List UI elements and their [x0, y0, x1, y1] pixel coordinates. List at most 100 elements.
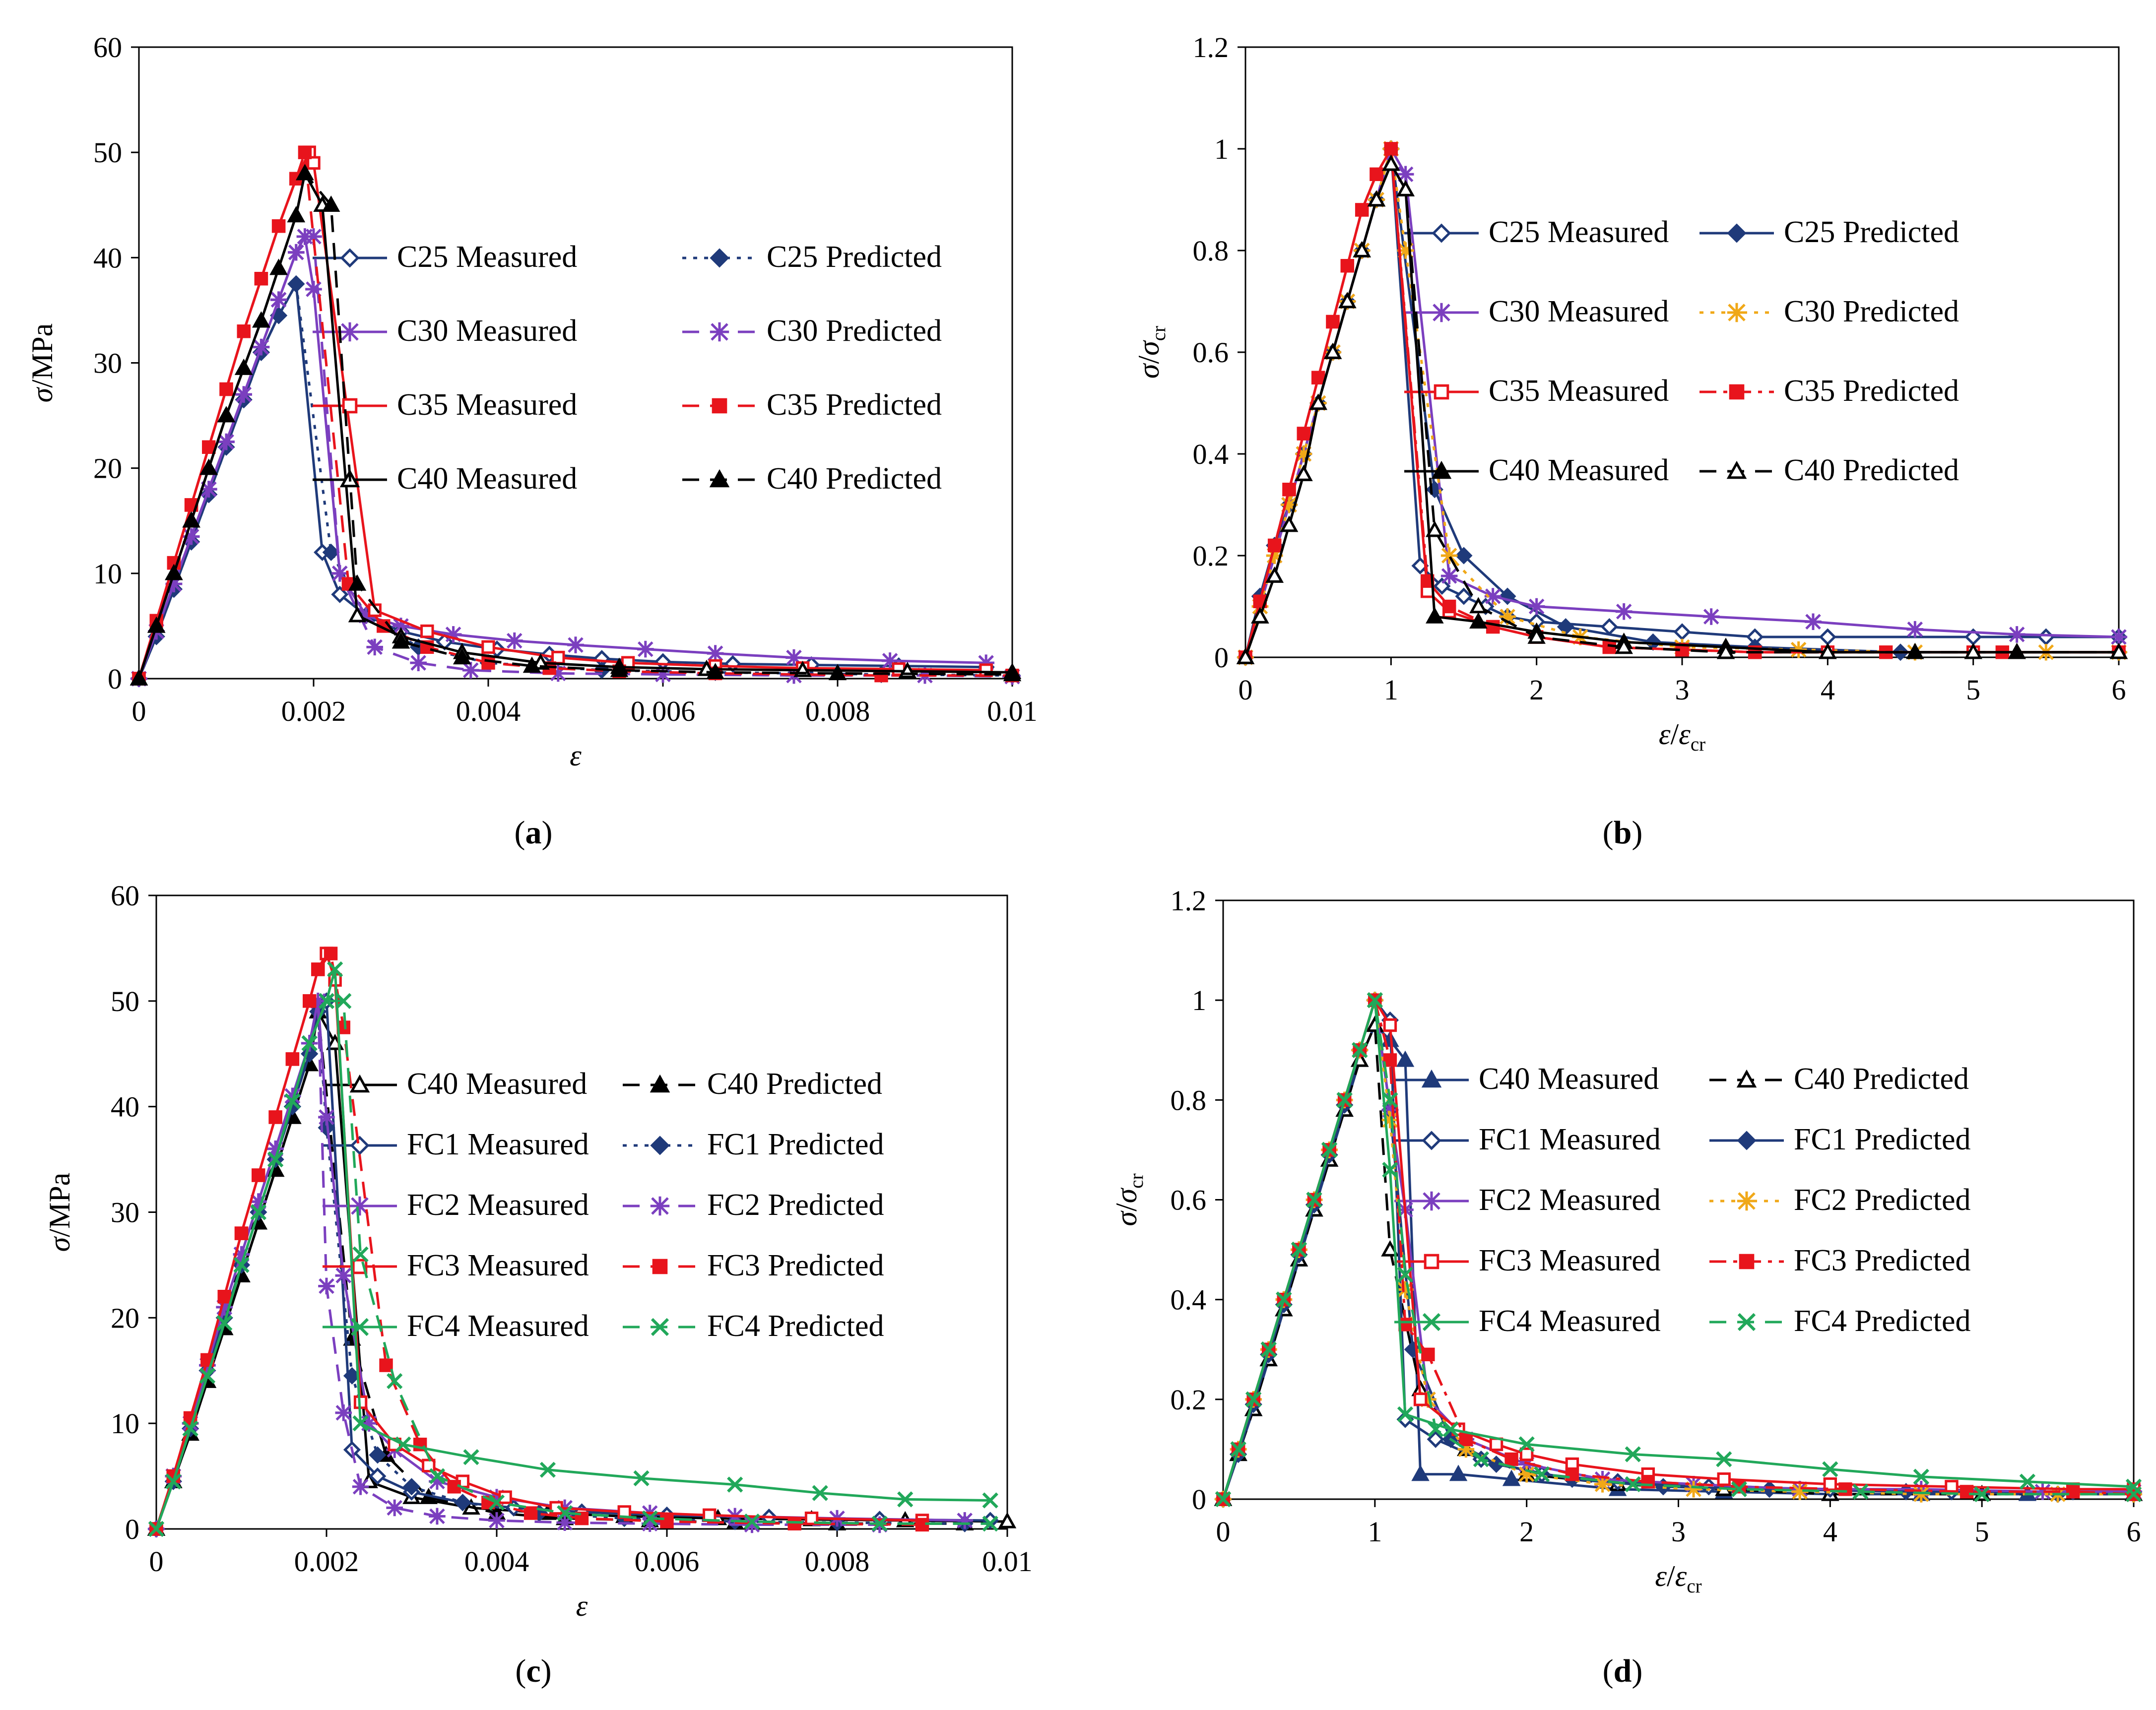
series-c30-measured [131, 228, 994, 687]
data-point [429, 1468, 446, 1484]
data-point [1421, 1347, 1435, 1362]
legend-entry: C40 Measured [323, 1067, 587, 1101]
data-point [982, 1492, 998, 1509]
data-point [1823, 1477, 1837, 1491]
legend-entry: FC4 Predicted [623, 1309, 884, 1343]
legend-label: C35 Measured [397, 388, 577, 422]
data-point [1440, 547, 1458, 564]
y-tick-label: 0.2 [1193, 540, 1229, 572]
data-point [481, 640, 495, 654]
data-point [335, 1267, 352, 1284]
data-point [1518, 1436, 1535, 1453]
series-c35-predicted [1239, 142, 2126, 664]
data-point [1311, 371, 1325, 384]
data-point [1822, 1461, 1838, 1477]
data-point [165, 1473, 182, 1490]
data-point [727, 1476, 743, 1493]
y-tick-label: 0.2 [1171, 1384, 1207, 1416]
data-point [348, 606, 367, 623]
series-line [1222, 997, 2134, 1500]
data-point [1625, 1476, 1641, 1492]
series-line [1222, 1023, 2134, 1500]
data-point [234, 1226, 249, 1240]
data-point [1428, 1421, 1444, 1438]
data-point [2109, 642, 2128, 659]
x-tick-label: 0 [1216, 1516, 1231, 1548]
chart-panel-a: 0 0.002 0.004 0.006 0.008 0.01 0 10 20 30 40 50 60 ε σ… [26, 31, 1038, 851]
y-tick-label: 0.4 [1171, 1284, 1207, 1316]
data-point [1355, 203, 1369, 217]
series-line [1222, 1000, 2134, 1500]
legend-marker [1421, 1069, 1442, 1088]
data-point [2034, 1483, 2051, 1500]
legend-label: FC2 Predicted [707, 1188, 884, 1222]
y-tick-label: 0 [1192, 1483, 1206, 1516]
legend-label: FC1 Predicted [1794, 1123, 1970, 1156]
legend-label: C25 Predicted [1784, 215, 1959, 249]
y-tick-label: 0.4 [1193, 438, 1229, 470]
legend-marker [1422, 1131, 1441, 1150]
data-point [369, 1467, 387, 1485]
data-point [804, 1512, 819, 1525]
data-point [1805, 613, 1822, 631]
legend-entry: FC4 Measured [323, 1309, 589, 1343]
series-line [1222, 1000, 2134, 1500]
y-tick-label: 0 [1214, 641, 1229, 674]
data-point [1397, 242, 1414, 259]
legend-marker [1431, 460, 1452, 479]
data-point [641, 1515, 658, 1532]
plot-frame [138, 46, 1013, 680]
data-point [1295, 445, 1312, 462]
y-tick-label: 60 [93, 31, 122, 63]
data-point [1281, 496, 1298, 513]
legend-entry: C25 Predicted [1699, 215, 1959, 249]
data-point [410, 654, 427, 671]
legend-marker [1432, 223, 1451, 243]
legend-label: FC3 Predicted [1794, 1244, 1970, 1277]
data-point [2008, 626, 2025, 643]
data-point [1426, 607, 1444, 624]
data-point [269, 258, 288, 275]
x-tick-label: 1 [1368, 1516, 1382, 1548]
legend-marker [709, 469, 730, 488]
legend-label: C40 Predicted [707, 1067, 882, 1101]
x-tick-label: 0.002 [294, 1545, 359, 1578]
legend-marker [350, 1318, 369, 1336]
series-line [1222, 1000, 2134, 1500]
legend-marker [1739, 1254, 1755, 1269]
data-point [506, 632, 523, 649]
y-tick-label: 0 [108, 663, 122, 695]
data-point [335, 1404, 352, 1421]
data-point [2110, 629, 2127, 645]
legend-label: FC2 Predicted [1794, 1183, 1970, 1217]
series-c40-measured [1214, 1015, 2143, 1506]
x-axis-title: ε [576, 1589, 588, 1622]
data-point [379, 1358, 393, 1372]
data-point [1504, 1452, 1518, 1466]
data-point [1455, 547, 1473, 565]
series-line [137, 280, 1013, 679]
legend-entry: FC3 Measured [323, 1249, 589, 1282]
data-point [1397, 1267, 1414, 1283]
data-point [218, 433, 235, 450]
data-point [1384, 142, 1398, 156]
data-point [1353, 241, 1371, 257]
data-point [322, 543, 340, 561]
data-point [1791, 1483, 1808, 1500]
data-point [1449, 1464, 1468, 1481]
x-tick-label: 4 [1821, 674, 1835, 706]
data-point [311, 962, 325, 976]
legend-marker [650, 1136, 670, 1155]
x-tick-label: 2 [1529, 674, 1544, 706]
data-point [706, 663, 724, 679]
data-point [1594, 1476, 1611, 1493]
series-line [1244, 161, 2119, 658]
data-point [1717, 1472, 1731, 1486]
legend-entry: FC1 Predicted [623, 1128, 884, 1161]
y-tick-label: 20 [111, 1302, 139, 1334]
data-point [637, 640, 654, 658]
x-tick-label: 0.01 [987, 695, 1038, 727]
data-point [1819, 642, 1837, 659]
series-line [1222, 1000, 2134, 1500]
